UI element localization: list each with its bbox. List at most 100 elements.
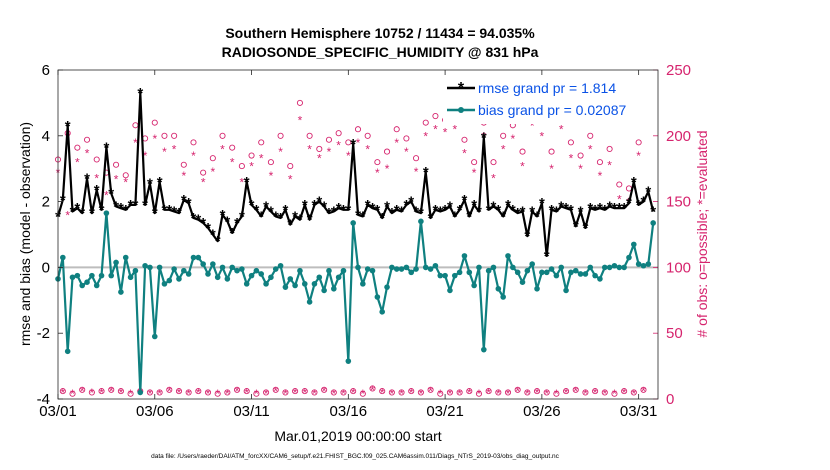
bias-point bbox=[74, 272, 81, 279]
obs-possible-point bbox=[166, 386, 173, 393]
rmse-point: * bbox=[423, 164, 429, 181]
rmse-point: * bbox=[220, 207, 226, 224]
obs-evaluated-point: * bbox=[244, 386, 249, 400]
bias-point bbox=[272, 266, 279, 272]
obs-evaluated-point: * bbox=[109, 385, 114, 399]
bias-point bbox=[98, 272, 105, 279]
legend-bias-marker bbox=[458, 107, 464, 113]
bias-point bbox=[553, 272, 560, 279]
bias-point bbox=[335, 274, 342, 281]
obs-evaluated-point: * bbox=[119, 386, 124, 400]
rmse-point: * bbox=[471, 197, 477, 214]
obs-evaluated-point: * bbox=[346, 149, 351, 163]
obs-possible-point bbox=[224, 389, 231, 396]
rmse-point: * bbox=[239, 208, 245, 225]
bias-point bbox=[447, 287, 453, 294]
bias-point bbox=[592, 272, 598, 279]
y-axis-left: -4 -2 0 2 4 6 bbox=[37, 62, 63, 408]
y-right-tick-label: 50 bbox=[666, 325, 683, 342]
bias-point bbox=[650, 220, 656, 226]
obs-possible-point bbox=[383, 148, 391, 155]
chart-subtitle: RADIOSONDE_SPECIFIC_HUMIDITY @ 831 hPa bbox=[222, 44, 539, 60]
obs-possible-point bbox=[567, 139, 574, 146]
obs-possible-point bbox=[306, 132, 313, 139]
obs-evaluated-point: * bbox=[75, 156, 80, 170]
bias-point bbox=[451, 272, 458, 279]
obs-possible-point bbox=[471, 159, 478, 166]
obs-evaluated-point: * bbox=[380, 386, 385, 400]
obs-possible-point bbox=[345, 139, 352, 146]
obs-evaluated-point: * bbox=[554, 387, 559, 401]
obs-possible-point bbox=[243, 388, 250, 395]
rmse-point: * bbox=[466, 208, 472, 225]
rmse-point: * bbox=[147, 176, 153, 193]
rmse-point: * bbox=[568, 202, 574, 219]
obs-evaluated-point: * bbox=[486, 386, 491, 400]
obs-possible-point bbox=[161, 132, 168, 139]
bias-point bbox=[442, 272, 448, 279]
bias-point bbox=[510, 264, 516, 271]
obs-evaluated-point: * bbox=[128, 387, 133, 401]
obs-evaluated-point: * bbox=[177, 386, 182, 400]
rmse-point: * bbox=[457, 202, 463, 219]
obs-possible-point bbox=[359, 390, 366, 397]
obs-possible-point bbox=[325, 136, 333, 143]
obs-evaluated-point: * bbox=[114, 173, 119, 187]
obs-possible-point bbox=[427, 386, 434, 393]
y-tick-label: -2 bbox=[37, 325, 50, 342]
bias-point bbox=[161, 281, 168, 287]
obs-evaluated-point: * bbox=[390, 387, 395, 401]
obs-evaluated-point: * bbox=[569, 152, 574, 166]
rmse-point: * bbox=[408, 194, 414, 211]
obs-evaluated-point: * bbox=[438, 387, 443, 401]
obs-possible-point bbox=[514, 386, 521, 393]
rmse-point: * bbox=[616, 200, 622, 217]
bias-point bbox=[534, 285, 540, 292]
rmse-point: * bbox=[370, 200, 376, 217]
obs-possible-point bbox=[533, 388, 541, 395]
rmse-point: * bbox=[89, 205, 95, 222]
obs-evaluated-point: * bbox=[327, 145, 332, 159]
bias-point bbox=[156, 264, 163, 271]
bias-point bbox=[466, 269, 473, 276]
obs-possible-point bbox=[369, 385, 376, 392]
y-right-tick-label: 100 bbox=[666, 259, 691, 276]
obs-possible-point bbox=[398, 389, 405, 396]
rmse-point: * bbox=[152, 205, 158, 222]
bias-point bbox=[611, 262, 618, 269]
obs-evaluated-point: * bbox=[477, 387, 482, 401]
x-tick-label: 03/06 bbox=[136, 403, 174, 420]
obs-possible-point bbox=[354, 126, 362, 133]
bias-point bbox=[597, 276, 603, 282]
rmse-point: * bbox=[394, 202, 400, 219]
obs-evaluated-point: * bbox=[472, 166, 477, 180]
obs-possible-point bbox=[640, 386, 647, 393]
x-tick-label: 03/31 bbox=[620, 403, 658, 420]
obs-evaluated-point: * bbox=[612, 387, 617, 401]
bias-point bbox=[437, 272, 444, 279]
obs-evaluated-point: * bbox=[259, 152, 264, 166]
obs-evaluated-point: * bbox=[254, 387, 259, 401]
rmse-point: * bbox=[582, 220, 588, 237]
obs-evaluated-point: * bbox=[104, 189, 109, 203]
obs-possible-point bbox=[350, 388, 357, 395]
rmse-line bbox=[56, 91, 655, 257]
obs-evaluated-point: * bbox=[225, 387, 230, 401]
rmse-point: * bbox=[491, 199, 497, 216]
obs-evaluated-point: * bbox=[515, 385, 520, 399]
obs-possible-point bbox=[214, 390, 221, 397]
rmse-point: * bbox=[510, 202, 516, 219]
bias-point bbox=[606, 264, 613, 271]
obs-possible-point bbox=[233, 386, 241, 393]
rmse-point: * bbox=[176, 205, 182, 222]
x-axis: 03/01 03/06 03/11 03/16 03/21 03/26 03/31 bbox=[39, 70, 657, 420]
obs-evaluated-point: * bbox=[457, 387, 462, 401]
rmse-point: * bbox=[432, 202, 438, 219]
bias-point bbox=[103, 210, 110, 216]
bias-point bbox=[122, 254, 129, 261]
obs-evaluated-point: * bbox=[317, 152, 322, 166]
obs-evaluated-point: * bbox=[540, 129, 545, 143]
obs-evaluated-point: * bbox=[583, 387, 588, 401]
obs-possible-point bbox=[204, 389, 212, 396]
obs-possible-point bbox=[504, 389, 512, 396]
